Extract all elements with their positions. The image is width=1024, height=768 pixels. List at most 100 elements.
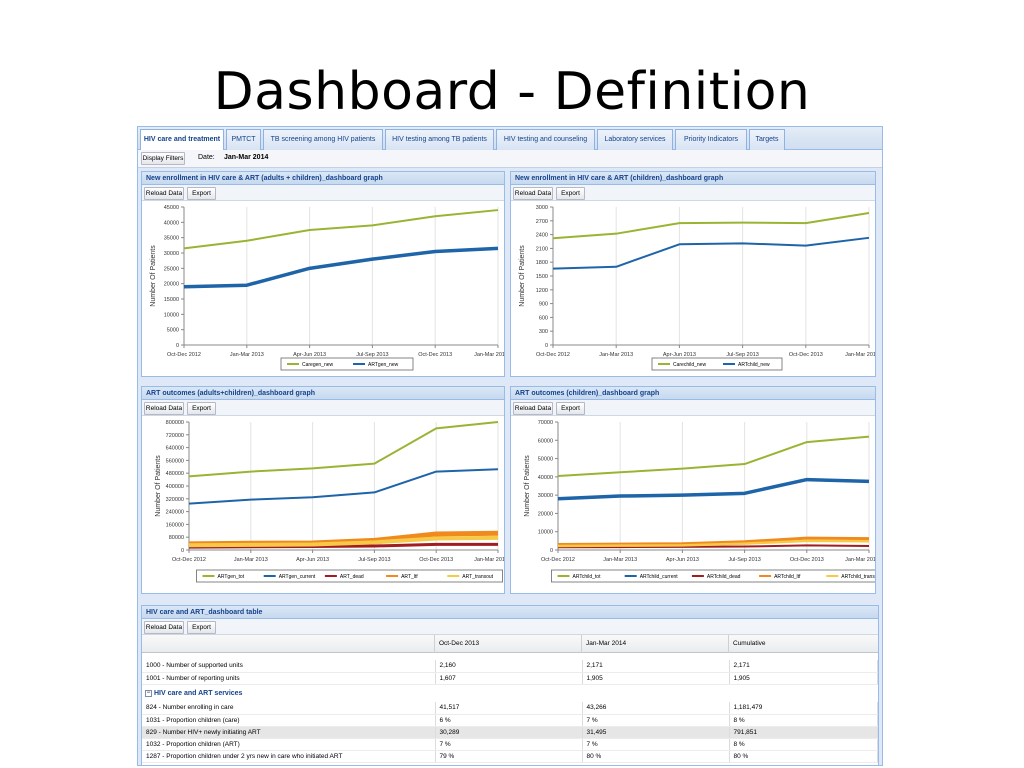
x-tick-label: Oct-Dec 2012 (167, 352, 201, 358)
table-row[interactable]: 1001 - Number of reporting units 1,607 1… (142, 672, 878, 685)
export-button[interactable]: Export (556, 402, 585, 415)
table-cell: 8 % (729, 714, 878, 727)
table-row[interactable]: 1287 - Proportion children under 2 yrs n… (142, 750, 878, 763)
table-cell: 1,905 (729, 672, 878, 685)
legend-box (280, 357, 414, 371)
y-tick-label: 600 (539, 315, 548, 321)
y-axis-label: Number Of Patients (155, 455, 162, 517)
y-tick-label: 25000 (164, 266, 179, 272)
table-cell: 31,495 (582, 726, 730, 739)
panel-toolbar: Reload Data Export (142, 619, 878, 635)
x-tick-label: Apr-Jun 2013 (293, 352, 326, 358)
y-tick-label: 480000 (166, 471, 184, 477)
tab-targets[interactable]: Targets (749, 129, 785, 150)
reload-data-button[interactable]: Reload Data (513, 187, 553, 200)
export-button[interactable]: Export (187, 621, 216, 634)
tab-laboratory-services[interactable]: Laboratory services (597, 129, 673, 150)
table-cell: 80 % (582, 750, 730, 763)
y-tick-label: 0 (176, 343, 179, 349)
y-tick-label: 800000 (166, 420, 184, 426)
reload-data-button[interactable]: Reload Data (144, 402, 184, 415)
x-tick-label: Apr-Jun 2013 (296, 557, 329, 563)
table-cell: 80 % (729, 750, 878, 763)
y-tick-label: 80000 (169, 535, 184, 541)
legend-label: ARTchild_dead (707, 574, 741, 580)
y-tick-label: 15000 (164, 297, 179, 303)
tab-tb-screening[interactable]: TB screening among HIV patients (263, 129, 383, 150)
tab-hiv-testing-tb[interactable]: HIV testing among TB patients (385, 129, 494, 150)
legend-box (196, 569, 503, 583)
panel-toolbar: Reload Data Export (511, 400, 875, 416)
legend-label: ART_dead (340, 574, 364, 580)
table-cell: 1001 - Number of reporting units (142, 672, 436, 685)
legend-label: ARTgen_current (279, 574, 316, 580)
column-header[interactable]: Cumulative (733, 640, 766, 647)
tab-hiv-care-and-treatment[interactable]: HIV care and treatment (140, 129, 224, 151)
y-tick-label: 160000 (166, 522, 184, 528)
table-cell: 1,181,479 (729, 702, 878, 715)
export-button[interactable]: Export (556, 187, 585, 200)
y-tick-label: 640000 (166, 446, 184, 452)
table-row[interactable]: 829 - Number HIV+ newly initiating ART 3… (142, 726, 878, 739)
y-tick-label: 320000 (166, 497, 184, 503)
table-row[interactable]: 1000 - Number of supported units 2,160 2… (142, 660, 878, 673)
y-tick-label: 240000 (166, 510, 184, 516)
table-top-rows: 1000 - Number of supported units 2,160 2… (142, 660, 878, 685)
table-cell: 2,160 (435, 660, 583, 673)
legend-label: ARTgen_tot (218, 574, 245, 580)
x-tick-label: Oct-Dec 2013 (418, 352, 452, 358)
series-line (183, 209, 499, 250)
line-chart-art-outcomes-children: 70000 60000 50000 40000 30000 20000 10000 0 Oct-… (524, 420, 876, 583)
legend-label: ARTchild_transout (841, 574, 876, 580)
x-tick-label: Jan-Mar 2013 (599, 352, 633, 358)
display-filters-button[interactable]: Display Filters (141, 152, 185, 165)
table-cell: 7 % (582, 738, 730, 751)
reload-data-button[interactable]: Reload Data (513, 402, 553, 415)
export-button[interactable]: Export (187, 187, 216, 200)
tab-bar: HIV care and treatment PMTCT TB screenin… (138, 127, 882, 151)
series-line (552, 236, 870, 270)
reload-data-button[interactable]: Reload Data (144, 187, 184, 200)
panel-art-outcomes-all: ART outcomes (adults+children)_dashboard… (141, 386, 505, 594)
series-line (552, 211, 870, 240)
column-header[interactable]: Jan-Mar 2014 (582, 635, 729, 653)
y-axis-label: Number Of Patients (519, 245, 526, 307)
collapse-icon[interactable]: − (145, 689, 152, 697)
table-row[interactable]: 1032 - Proportion children (ART) 7 % 7 %… (142, 738, 878, 751)
legend-box (651, 357, 783, 371)
table-cell: 1,607 (435, 672, 583, 685)
x-tick-label: Jul-Sep 2013 (358, 557, 390, 563)
x-tick-label: Jul-Sep 2013 (728, 557, 760, 563)
column-header[interactable]: Oct-Dec 2013 (435, 635, 582, 653)
reload-data-button[interactable]: Reload Data (144, 621, 184, 634)
y-tick-label: 60000 (538, 438, 553, 444)
y-tick-label: 1800 (536, 260, 548, 266)
export-button[interactable]: Export (187, 402, 216, 415)
tab-priority-indicators[interactable]: Priority Indicators (675, 129, 747, 150)
column-header[interactable] (142, 635, 435, 653)
y-tick-label: 900 (539, 302, 548, 308)
dashboard-table-panel: HIV care and ART_dashboard table Reload … (141, 605, 879, 765)
legend-label: ARTchild_current (640, 574, 679, 580)
table-row[interactable]: 1031 - Proportion children (care) 6 % 7 … (142, 714, 878, 727)
y-tick-label: 30000 (538, 493, 553, 499)
series-line (557, 435, 870, 477)
table-cell: 1031 - Proportion children (care) (142, 714, 436, 727)
tab-pmtct[interactable]: PMTCT (226, 129, 261, 150)
x-tick-label: Jan-Mar 2014 (845, 557, 876, 563)
legend-label: Carechild_new (673, 362, 706, 368)
y-tick-label: 30000 (164, 251, 179, 257)
tab-hiv-testing-counseling[interactable]: HIV testing and counseling (496, 129, 595, 150)
table-cell: 824 - Number enrolling in care (142, 702, 436, 715)
y-tick-label: 300 (539, 329, 548, 335)
series-line (188, 421, 499, 478)
series-line (557, 544, 870, 549)
x-tick-label: Oct-Dec 2013 (790, 557, 824, 563)
table-row[interactable]: 824 - Number enrolling in care 41,517 43… (142, 702, 878, 715)
group-row-hiv-care-art[interactable]: − HIV care and ART services (142, 688, 878, 700)
panel-title: HIV care and ART_dashboard table (142, 606, 878, 619)
x-tick-label: Oct-Dec 2012 (172, 557, 206, 563)
table-cell: 8 % (729, 738, 878, 751)
panel-art-outcomes-children: ART outcomes (children)_dashboard graph … (510, 386, 876, 594)
table-cell: 791,851 (729, 726, 878, 739)
